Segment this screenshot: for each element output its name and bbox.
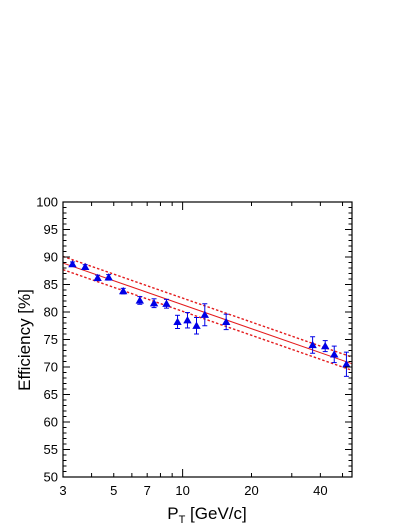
plot-frame: [62, 201, 353, 478]
triangle-marker: [135, 296, 145, 304]
triangle-marker: [221, 317, 231, 326]
x-axis-title: PT [GeV/c]: [167, 504, 247, 526]
y-tick-label: 60: [44, 415, 58, 430]
data-point: [68, 259, 77, 268]
x-tick-label: 10: [175, 483, 189, 498]
y-tick-label: 55: [44, 442, 58, 457]
x-tick-label: 5: [110, 483, 117, 498]
data-point: [200, 303, 209, 327]
x-tick-label: 7: [144, 483, 151, 498]
y-tick-label: 80: [44, 305, 58, 320]
data-point: [173, 314, 182, 329]
y-tick-label: 70: [44, 360, 58, 375]
y-tick-label: 90: [44, 250, 58, 265]
triangle-marker: [192, 321, 201, 329]
fit-lower-band: [62, 268, 353, 371]
data-point: [308, 336, 317, 354]
triangle-marker: [183, 316, 192, 324]
triangle-marker: [149, 299, 159, 307]
triangle-marker: [200, 310, 209, 318]
y-tick-label: 100: [36, 195, 58, 210]
x-tick-label: 20: [244, 483, 258, 498]
y-tick-label: 50: [44, 470, 58, 485]
triangle-marker: [93, 273, 102, 282]
data-point: [162, 298, 171, 309]
data-point: [149, 298, 159, 309]
y-tick-label: 85: [44, 277, 58, 292]
x-tick-label: 3: [59, 483, 66, 498]
data-point: [321, 340, 330, 353]
triangle-marker: [321, 341, 330, 350]
x-tick-label: 40: [313, 483, 327, 498]
x-axis-title-subscript: T: [179, 514, 186, 526]
triangle-marker: [104, 273, 113, 281]
data-point: [192, 317, 201, 335]
fit-lines: [62, 255, 353, 371]
triangle-marker: [342, 360, 351, 368]
triangle-marker: [308, 340, 317, 349]
data-point: [221, 313, 231, 331]
y-tick-label: 65: [44, 387, 58, 402]
triangle-marker: [162, 299, 171, 307]
data-point: [183, 312, 192, 329]
x-axis-title-unit: [GeV/c]: [185, 504, 246, 523]
data-point: [330, 345, 339, 364]
y-tick-label: 95: [44, 222, 58, 237]
data-point: [104, 273, 113, 281]
triangle-marker: [80, 262, 90, 271]
y-axis-title: Efficiency [%]: [15, 289, 34, 391]
fit-upper-band: [62, 255, 353, 358]
x-axis-title-main: P: [167, 504, 178, 523]
triangle-marker: [330, 350, 339, 358]
data-point: [135, 296, 145, 305]
data-point: [119, 286, 128, 295]
y-tick-label: 75: [44, 332, 58, 347]
triangle-marker: [68, 259, 77, 268]
data-point: [80, 262, 90, 271]
triangle-marker: [119, 286, 128, 295]
data-point: [93, 273, 102, 282]
tick-labels: 50 55 60 65 70 75 80 85 90 95 100 3 5 7 10 20 40: [36, 195, 327, 499]
data-point: [342, 351, 351, 377]
data-points: [68, 259, 351, 377]
triangle-marker: [173, 317, 182, 326]
axis-ticks: [62, 201, 352, 478]
